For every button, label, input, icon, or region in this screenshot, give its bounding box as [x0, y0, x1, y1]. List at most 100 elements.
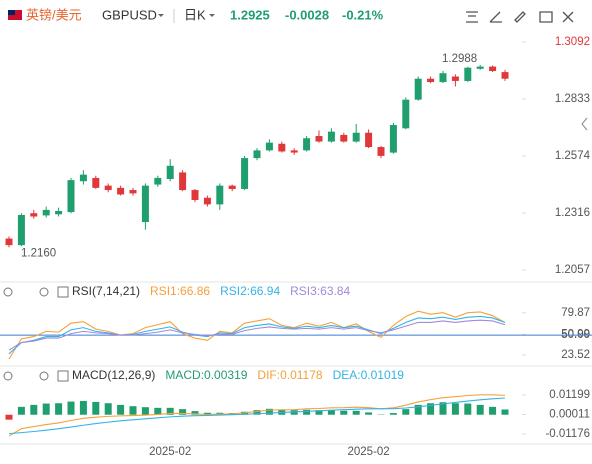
macd-bar — [464, 403, 472, 415]
macd-bar — [389, 413, 397, 415]
candle-body — [179, 172, 187, 191]
candle-body — [203, 197, 211, 205]
macd-bar — [79, 400, 87, 415]
macd-bar — [141, 407, 149, 415]
macd-bar — [315, 410, 323, 415]
legend-entry: RSI1:66.86 — [150, 284, 210, 298]
panel-title: MACD(12,26,9) — [72, 368, 155, 382]
macd-bar — [117, 404, 125, 415]
settings-icon — [3, 371, 13, 381]
y-tick-label: 1.2574 — [555, 150, 591, 162]
candle-body — [17, 214, 25, 246]
candle-body — [253, 150, 261, 159]
candle-body — [290, 150, 298, 153]
candle-body — [464, 67, 472, 81]
macd-bar — [30, 404, 38, 415]
macd-bar — [191, 411, 199, 415]
candle-body — [340, 134, 348, 142]
toolbar[interactable] — [466, 11, 574, 23]
candle-body — [389, 125, 397, 153]
macd-bar — [166, 407, 174, 415]
candle-body — [228, 185, 236, 189]
macd-bar — [340, 410, 348, 415]
macd-bar — [17, 406, 25, 415]
candle-body — [265, 142, 273, 151]
candle-body — [154, 177, 162, 185]
candle-body — [451, 76, 459, 81]
macd-bar — [501, 409, 509, 415]
change: -0.0028 — [285, 7, 329, 22]
macd-bar — [365, 412, 373, 415]
candle-body — [166, 165, 174, 180]
line — [8, 315, 506, 355]
macd-bar — [476, 404, 484, 415]
legend-entry: MACD:0.00319 — [165, 368, 247, 382]
y-tick-label: 1.2316 — [555, 207, 590, 219]
y-tick-label: 0.00011 — [549, 409, 590, 421]
line — [8, 319, 506, 351]
settings-icon — [39, 287, 49, 297]
candle-body — [489, 66, 497, 72]
y-tick-label: 1.2833 — [555, 93, 590, 105]
macd-bar — [303, 409, 311, 415]
legend-entry: DIF:0.01178 — [257, 368, 322, 382]
macd-bar — [179, 409, 187, 415]
candle-body — [104, 185, 112, 191]
candle-body — [241, 158, 249, 189]
legend-entry: RSI3:63.84 — [290, 284, 350, 298]
change-pct: -0.21% — [342, 7, 384, 22]
dropdown-icon[interactable] — [158, 14, 164, 17]
y-tick-label: 0.01199 — [549, 389, 590, 401]
y-tick-label: 79.87 — [561, 307, 590, 319]
macd-bar — [55, 403, 63, 415]
line — [8, 394, 506, 437]
macd-bar — [129, 406, 137, 415]
dropdown-icon[interactable] — [209, 14, 215, 17]
candle-body — [79, 174, 87, 182]
settings-icon — [3, 287, 13, 297]
candle-body — [476, 66, 484, 69]
macd-bar — [253, 410, 261, 415]
settings-icon — [57, 370, 69, 382]
macd-bar — [67, 401, 75, 415]
candle-body — [352, 132, 360, 142]
macd-bar — [352, 410, 360, 415]
settings-icon — [57, 286, 69, 298]
panel-title: RSI(7,14,21) — [72, 284, 140, 298]
price: 1.2925 — [230, 7, 270, 22]
candle-body — [129, 190, 137, 194]
x-tick-label: 2025-02 — [347, 446, 389, 458]
candle-body — [55, 210, 63, 215]
candle-body — [365, 132, 373, 148]
macd-bar — [439, 402, 447, 415]
period[interactable]: 日K — [184, 7, 206, 22]
candle-body — [315, 136, 323, 142]
macd-bar — [5, 414, 13, 420]
candle-body — [30, 213, 38, 217]
candle-body — [439, 73, 447, 83]
candle-body — [5, 238, 13, 246]
y-tick-label: 50.99 — [561, 328, 590, 340]
y-tick-label: 23.52 — [561, 349, 590, 361]
y-tick-label: -0.01176 — [545, 428, 590, 440]
candle-body — [327, 131, 335, 142]
collapse-arrow[interactable] — [581, 117, 588, 131]
candle-body — [402, 99, 410, 129]
legend-entry: DEA:0.01019 — [333, 368, 405, 382]
candle-body — [42, 209, 50, 216]
candle-body — [303, 138, 311, 151]
macd-bar — [489, 406, 497, 415]
candle-body — [117, 187, 125, 195]
y-tick-label: 1.3092 — [555, 36, 590, 48]
max-label: 1.2988 — [442, 53, 477, 65]
legend-entry: RSI2:66.94 — [220, 284, 280, 298]
candle-body — [278, 143, 286, 152]
candle-body — [427, 78, 435, 83]
symbol[interactable]: GBPUSD — [102, 7, 157, 22]
pair-name[interactable]: 英镑/美元 — [26, 7, 82, 22]
candle-body — [501, 72, 509, 79]
candle-body — [216, 185, 224, 205]
line — [8, 397, 506, 435]
